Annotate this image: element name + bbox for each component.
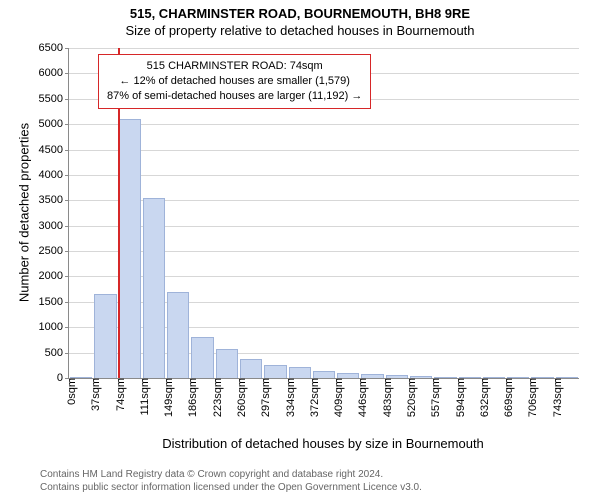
xtick-label: 334sqm	[279, 378, 297, 417]
xtick-label: 372sqm	[303, 378, 321, 417]
legend-line1: 515 CHARMINSTER ROAD: 74sqm	[107, 59, 362, 74]
xtick-label: 149sqm	[157, 378, 175, 417]
histogram-bar	[264, 365, 286, 378]
xtick-label: 557sqm	[424, 378, 442, 417]
ytick-label: 5500	[39, 93, 69, 105]
histogram-bar	[167, 292, 189, 378]
ytick-label: 4500	[39, 144, 69, 156]
ytick-label: 6000	[39, 67, 69, 79]
ytick-label: 1000	[39, 321, 69, 333]
xtick-label: 520sqm	[400, 378, 418, 417]
chart-title-main: 515, CHARMINSTER ROAD, BOURNEMOUTH, BH8 …	[0, 0, 600, 21]
ytick-label: 1500	[39, 296, 69, 308]
gridline-h	[69, 175, 579, 176]
xtick-label: 743sqm	[546, 378, 564, 417]
xtick-label: 409sqm	[327, 378, 345, 417]
gridline-h	[69, 48, 579, 49]
histogram-bar	[191, 337, 213, 378]
histogram-bar	[143, 198, 165, 378]
y-axis-label: Number of detached properties	[17, 113, 32, 313]
xtick-label: 223sqm	[206, 378, 224, 417]
gridline-h	[69, 150, 579, 151]
legend-line3: 87% of semi-detached houses are larger (…	[107, 89, 362, 104]
ytick-label: 5000	[39, 118, 69, 130]
histogram-bar	[313, 371, 335, 378]
xtick-label: 483sqm	[376, 378, 394, 417]
ytick-label: 500	[45, 347, 69, 359]
legend-box: 515 CHARMINSTER ROAD: 74sqm← 12% of deta…	[98, 54, 371, 109]
xtick-label: 669sqm	[497, 378, 515, 417]
legend-line2: ← 12% of detached houses are smaller (1,…	[107, 74, 362, 89]
xtick-label: 594sqm	[449, 378, 467, 417]
chart-title-sub: Size of property relative to detached ho…	[0, 21, 600, 38]
attribution: Contains HM Land Registry data © Crown c…	[40, 468, 422, 494]
xtick-label: 706sqm	[521, 378, 539, 417]
ytick-label: 2000	[39, 270, 69, 282]
ytick-label: 3000	[39, 220, 69, 232]
xtick-label: 260sqm	[230, 378, 248, 417]
ytick-label: 6500	[39, 42, 69, 54]
ytick-label: 4000	[39, 169, 69, 181]
histogram-bar	[119, 119, 141, 378]
xtick-label: 0sqm	[60, 378, 78, 405]
ytick-label: 3500	[39, 194, 69, 206]
xtick-label: 446sqm	[351, 378, 369, 417]
xtick-label: 111sqm	[133, 378, 151, 416]
gridline-h	[69, 124, 579, 125]
xtick-label: 186sqm	[181, 378, 199, 417]
xtick-label: 632sqm	[473, 378, 491, 417]
x-axis-label: Distribution of detached houses by size …	[68, 436, 578, 451]
histogram-bar	[240, 359, 262, 378]
histogram-bar	[94, 294, 116, 378]
attribution-line-1: Contains HM Land Registry data © Crown c…	[40, 468, 422, 481]
attribution-line-2: Contains public sector information licen…	[40, 481, 422, 494]
histogram-bar	[289, 367, 311, 378]
xtick-label: 297sqm	[254, 378, 272, 417]
xtick-label: 74sqm	[109, 378, 127, 411]
histogram-bar	[216, 349, 238, 378]
ytick-label: 2500	[39, 245, 69, 257]
chart-container: 515, CHARMINSTER ROAD, BOURNEMOUTH, BH8 …	[0, 0, 600, 500]
xtick-label: 37sqm	[84, 378, 102, 411]
